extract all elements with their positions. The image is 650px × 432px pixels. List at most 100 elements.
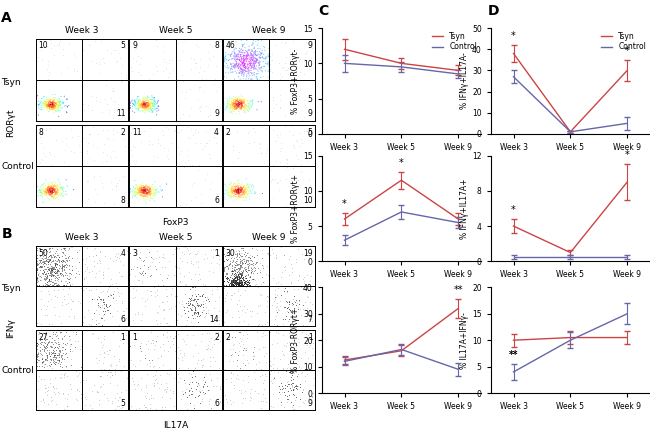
- Point: [50, 103, 60, 110]
- Point: [202, 309, 212, 316]
- Point: [138, 94, 148, 101]
- Point: [156, 186, 166, 193]
- Point: [86, 286, 96, 293]
- Point: [64, 275, 75, 282]
- Point: [205, 312, 215, 319]
- Point: [228, 276, 239, 283]
- Point: [281, 342, 292, 349]
- Point: [139, 189, 150, 196]
- Point: [226, 98, 237, 105]
- Point: [231, 98, 241, 105]
- Point: [131, 98, 141, 105]
- Point: [229, 270, 240, 276]
- Point: [166, 140, 176, 147]
- Point: [246, 268, 257, 275]
- Point: [286, 380, 296, 387]
- Point: [157, 276, 167, 283]
- Point: [227, 97, 237, 104]
- Point: [51, 190, 61, 197]
- Point: [304, 176, 314, 183]
- Point: [142, 184, 153, 191]
- Point: [179, 290, 190, 297]
- Point: [48, 101, 58, 108]
- Point: [228, 193, 239, 200]
- Point: [300, 397, 310, 404]
- Text: 9: 9: [132, 41, 137, 51]
- Point: [240, 102, 250, 108]
- Point: [161, 387, 172, 394]
- Point: [291, 151, 302, 158]
- Point: [251, 360, 261, 367]
- Point: [157, 132, 168, 139]
- Point: [45, 261, 55, 268]
- Point: [159, 145, 169, 152]
- Point: [52, 245, 62, 252]
- Point: [235, 105, 246, 112]
- Point: [44, 187, 55, 194]
- Point: [244, 280, 254, 287]
- Point: [40, 344, 51, 351]
- Point: [222, 100, 233, 107]
- Point: [133, 188, 144, 195]
- Point: [142, 193, 152, 200]
- Point: [43, 191, 53, 198]
- Point: [139, 262, 150, 269]
- Point: [240, 193, 250, 200]
- Point: [131, 101, 142, 108]
- Point: [231, 266, 241, 273]
- Point: [31, 245, 42, 251]
- Point: [247, 64, 257, 71]
- Point: [231, 99, 241, 106]
- Point: [238, 60, 248, 67]
- Point: [190, 293, 201, 300]
- Point: [235, 93, 246, 100]
- Point: [150, 292, 160, 299]
- Point: [112, 179, 122, 186]
- Point: [239, 191, 250, 198]
- Point: [218, 54, 229, 61]
- Point: [236, 281, 246, 288]
- Point: [284, 272, 294, 279]
- Point: [134, 102, 144, 109]
- Point: [53, 258, 64, 265]
- Point: [235, 271, 246, 278]
- Point: [261, 146, 272, 153]
- Point: [56, 375, 66, 381]
- Point: [195, 293, 205, 300]
- Point: [39, 188, 49, 195]
- Point: [40, 258, 50, 265]
- Point: [237, 188, 247, 195]
- Point: [232, 283, 242, 289]
- Point: [239, 345, 250, 352]
- Point: [218, 282, 229, 289]
- Point: [233, 190, 243, 197]
- Point: [192, 360, 202, 367]
- Point: [226, 102, 236, 108]
- Point: [250, 190, 261, 197]
- Point: [241, 53, 252, 60]
- Point: [227, 102, 237, 109]
- Point: [249, 366, 259, 373]
- Point: [42, 302, 53, 309]
- Point: [218, 191, 229, 197]
- Point: [52, 190, 62, 197]
- Point: [237, 69, 248, 76]
- Point: [140, 101, 150, 108]
- Point: [46, 187, 56, 194]
- Point: [133, 189, 143, 196]
- Point: [203, 307, 214, 314]
- Point: [267, 250, 278, 257]
- Point: [250, 57, 260, 64]
- Point: [129, 109, 140, 116]
- Point: [186, 319, 196, 326]
- Point: [183, 147, 193, 154]
- Point: [42, 102, 53, 109]
- Point: [302, 128, 312, 135]
- Point: [284, 299, 294, 305]
- Point: [252, 66, 262, 73]
- Point: [48, 102, 58, 109]
- Point: [213, 316, 224, 323]
- Point: [255, 54, 266, 61]
- Point: [99, 304, 109, 311]
- Point: [236, 283, 246, 289]
